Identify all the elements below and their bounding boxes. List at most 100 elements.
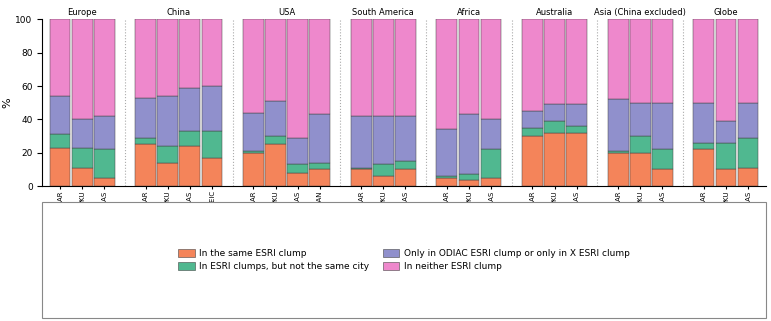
Bar [715,169,736,186]
Bar [373,116,394,164]
Bar [265,19,286,101]
Bar [373,164,394,176]
Bar [287,138,308,164]
Text: Australia: Australia [536,8,573,17]
Text: Globe: Globe [714,8,738,17]
Bar [136,19,156,98]
Text: China: China [167,8,191,17]
Bar [373,19,394,116]
Bar [395,169,416,186]
Y-axis label: %: % [2,97,12,108]
Bar [566,19,587,104]
Bar [459,179,480,186]
Bar [436,176,457,178]
Bar [243,113,264,151]
Bar [630,153,651,186]
Bar [630,103,651,136]
Bar [309,169,330,186]
Bar [459,175,480,179]
Bar [49,134,70,148]
Text: South America: South America [352,8,414,17]
Bar [738,103,759,138]
Bar [652,169,672,186]
Bar [49,96,70,134]
Bar [201,131,222,158]
Bar [436,178,457,186]
Bar [265,144,286,186]
Bar [480,19,501,119]
Bar [480,178,501,186]
Bar [693,143,714,150]
Bar [459,114,480,175]
Bar [351,19,372,116]
Bar [480,150,501,178]
Bar [265,136,286,144]
Bar [652,103,672,150]
Text: Africa: Africa [457,8,481,17]
Bar [309,163,330,169]
Bar [630,136,651,153]
Bar [544,133,565,186]
Bar [201,86,222,131]
Bar [180,146,200,186]
Bar [544,104,565,121]
Bar [630,19,651,103]
Bar [738,19,759,103]
Bar [243,153,264,186]
Bar [94,178,115,186]
Bar [652,19,672,103]
Text: USA: USA [278,8,295,17]
Bar [693,103,714,143]
Bar [395,19,416,116]
Bar [265,101,286,136]
Bar [287,173,308,186]
Bar [522,128,543,136]
Bar [738,168,759,186]
Bar [72,148,93,168]
Bar [544,19,565,104]
Bar [608,19,628,100]
Bar [566,104,587,126]
Bar [544,121,565,133]
Bar [180,88,200,131]
Bar [136,98,156,138]
Bar [94,19,115,116]
Bar [136,144,156,186]
Bar [738,138,759,168]
Bar [652,150,672,169]
Bar [522,111,543,128]
Bar [395,161,416,169]
Bar [715,121,736,143]
Bar [243,19,264,113]
Bar [522,136,543,186]
Text: Europe: Europe [67,8,97,17]
Bar [49,148,70,186]
Bar [309,19,330,114]
Text: Asia (China excluded): Asia (China excluded) [594,8,686,17]
Bar [480,119,501,150]
Bar [566,126,587,133]
Bar [351,169,372,186]
Bar [309,114,330,163]
Bar [351,168,372,169]
Bar [522,19,543,111]
Bar [693,19,714,103]
Bar [715,19,736,121]
Bar [72,19,93,119]
Bar [157,146,178,163]
Bar [201,158,222,186]
Bar [436,19,457,129]
Bar [157,19,178,96]
Bar [608,153,628,186]
Bar [157,163,178,186]
Bar [436,129,457,176]
Bar [608,151,628,153]
Bar [693,150,714,186]
Legend: In the same ESRI clump, In ESRI clumps, but not the same city, Only in ODIAC ESR: In the same ESRI clump, In ESRI clumps, … [174,244,634,276]
Bar [395,116,416,161]
Bar [566,133,587,186]
Bar [351,116,372,168]
Bar [180,131,200,146]
Bar [136,138,156,144]
Bar [94,150,115,178]
